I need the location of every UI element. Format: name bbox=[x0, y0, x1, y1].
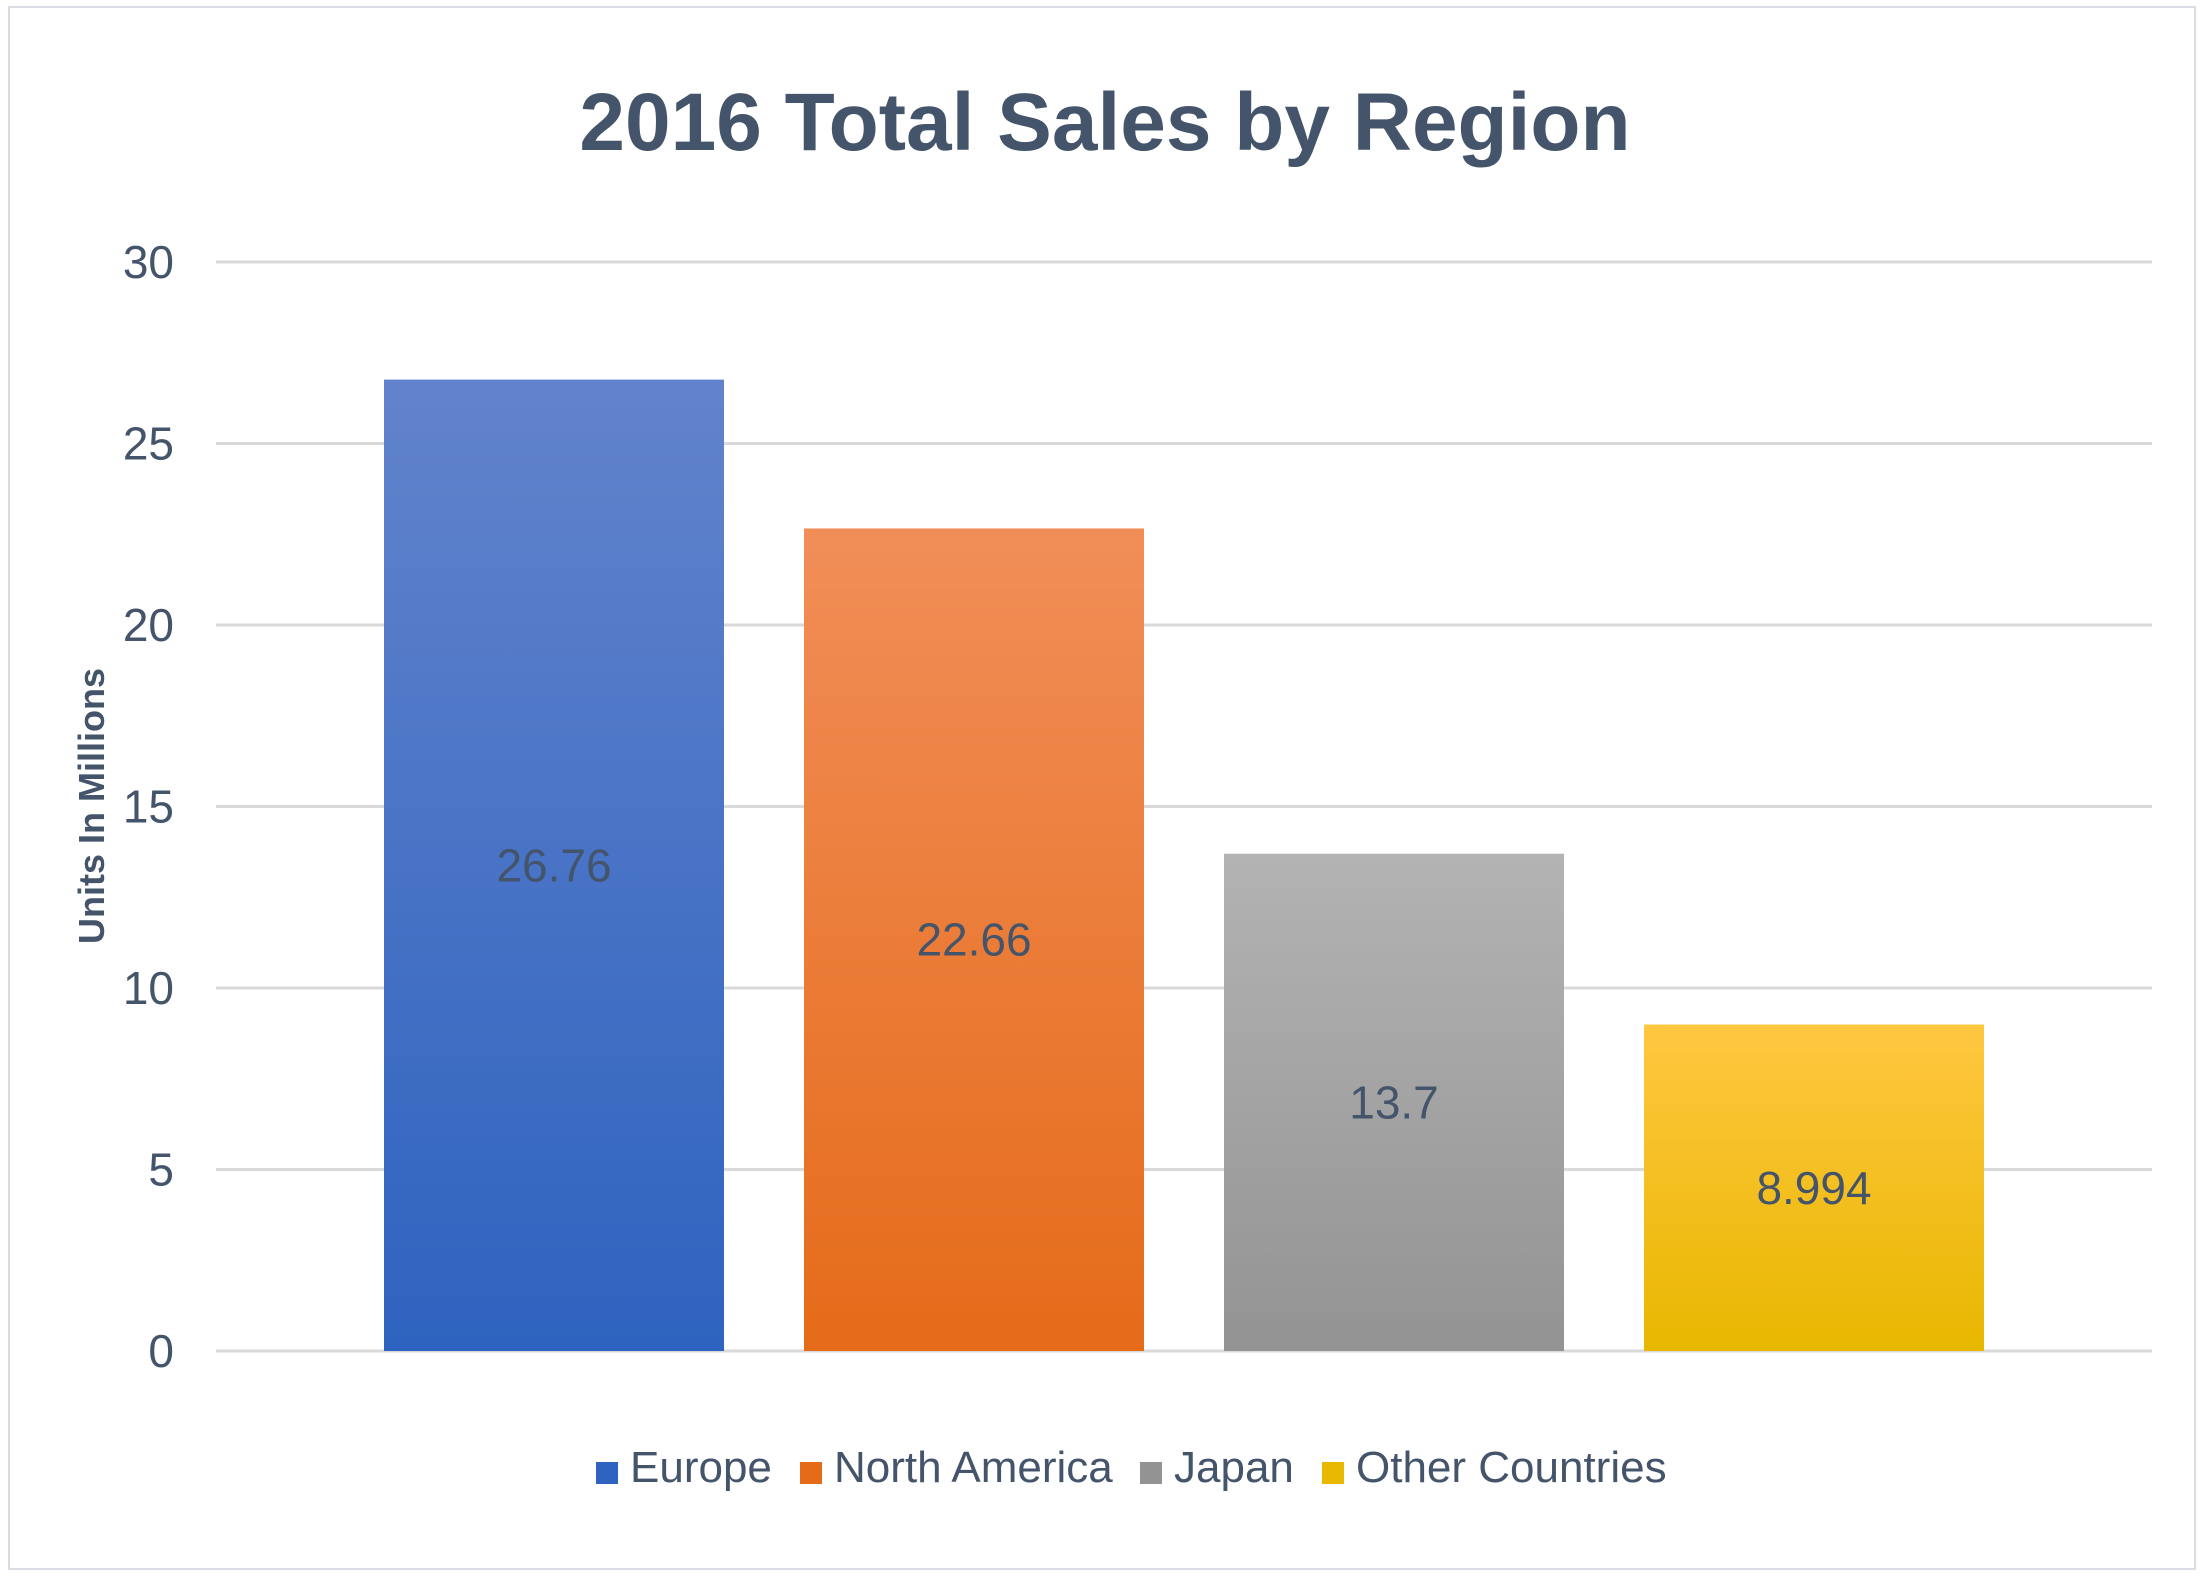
legend-swatch-europe bbox=[596, 1462, 618, 1484]
legend-label-north-america: North America bbox=[834, 1443, 1113, 1492]
data-label-europe: 26.76 bbox=[496, 839, 611, 891]
legend-swatch-other-countries bbox=[1322, 1462, 1344, 1484]
bar-europe bbox=[384, 379, 724, 1351]
legend: Europe North America Japan Other Countries bbox=[596, 1443, 1667, 1492]
y-tick-label-15: 15 bbox=[123, 781, 174, 833]
y-tick-label-20: 20 bbox=[123, 599, 174, 651]
legend-label-japan: Japan bbox=[1174, 1443, 1294, 1492]
y-tick-label-5: 5 bbox=[148, 1144, 174, 1196]
data-label-other-countries: 8.994 bbox=[1756, 1162, 1871, 1214]
bar-japan bbox=[1224, 853, 1564, 1351]
chart-title: 2016 Total Sales by Region bbox=[579, 77, 1630, 168]
legend-swatch-north-america bbox=[800, 1462, 822, 1484]
y-tick-label-0: 0 bbox=[148, 1325, 174, 1377]
legend-label-europe: Europe bbox=[630, 1443, 772, 1492]
bar-north-america bbox=[804, 528, 1144, 1351]
y-tick-labels: 0 5 10 15 20 25 30 bbox=[123, 236, 174, 1377]
bars bbox=[384, 379, 1984, 1351]
y-axis-label: Units In Millions bbox=[71, 668, 112, 944]
data-label-north-america: 22.66 bbox=[916, 914, 1031, 966]
data-labels: 26.76 22.66 13.7 8.994 bbox=[496, 839, 1871, 1213]
data-label-japan: 13.7 bbox=[1349, 1076, 1439, 1128]
y-tick-label-25: 25 bbox=[123, 418, 174, 470]
legend-label-other-countries: Other Countries bbox=[1356, 1443, 1667, 1492]
y-tick-label-10: 10 bbox=[123, 962, 174, 1014]
y-tick-label-30: 30 bbox=[123, 236, 174, 288]
legend-swatch-japan bbox=[1140, 1462, 1162, 1484]
bar-other-countries bbox=[1644, 1024, 1984, 1351]
